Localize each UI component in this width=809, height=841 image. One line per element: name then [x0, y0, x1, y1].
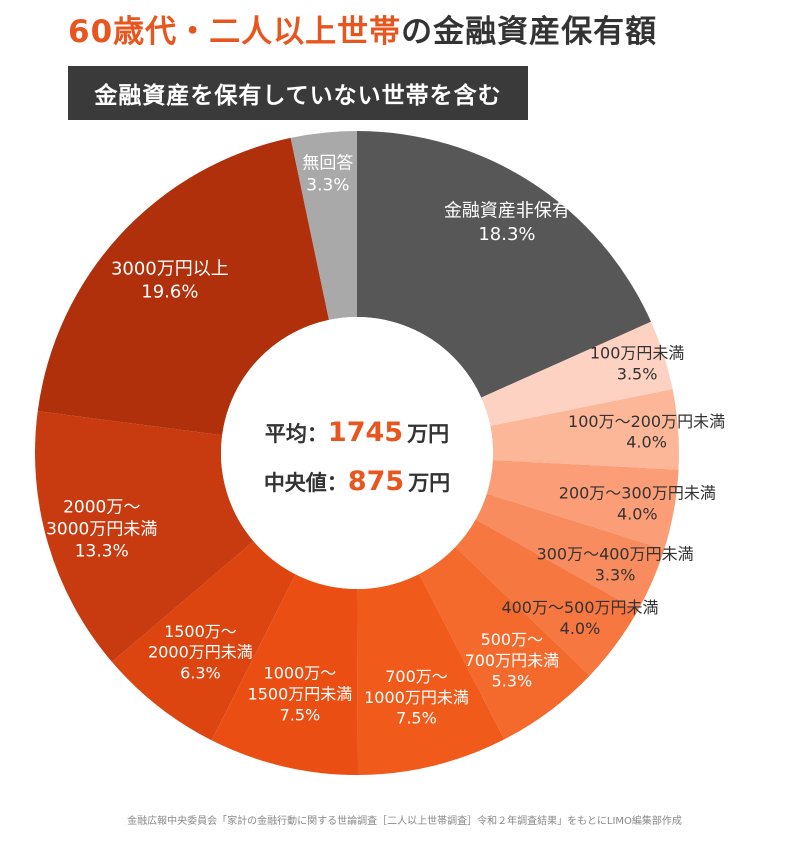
slice-labels: 金融資産非保有 18.3%100万円未満 3.5%100万～200万円未満 4.0%2… — [46, 153, 725, 727]
slice-name-11: 3000万円以上 — [111, 258, 229, 279]
slice-name-6: 700万円未満 — [465, 651, 560, 670]
slice-name-7: 700万～ — [385, 667, 448, 686]
title-accent: 60歳代・二人以上世帯 — [68, 14, 402, 50]
slice-name-4: 300万～400万円未満 — [537, 545, 694, 564]
slice-label-10: 2000万～ 3000万円未満 13.3% — [46, 497, 157, 561]
slice-name-1: 100万円未満 — [590, 344, 685, 363]
center-summary: 平均：1745 万円 中央値：875 万円 — [264, 417, 450, 497]
average-unit: 万円 — [406, 422, 449, 446]
slice-value-6: 5.3% — [492, 672, 533, 691]
slice-11 — [37, 137, 329, 436]
slice-9 — [111, 541, 296, 741]
title-rest: の金融資産保有額 — [401, 14, 658, 50]
slice-8 — [211, 574, 359, 775]
slice-name-9: 1500万～ — [164, 622, 237, 641]
median-line: 中央値：875 万円 — [264, 466, 450, 497]
average-label: 平均： — [265, 422, 328, 446]
slice-name-10: 3000万円未満 — [46, 519, 157, 539]
condition-badge: 金融資産を保有していない世帯を含む — [68, 66, 528, 120]
slice-name-12: 無回答 — [302, 153, 353, 173]
slice-6 — [419, 546, 590, 740]
slice-label-11: 3000万円以上 19.6% — [111, 258, 229, 302]
slice-7 — [357, 573, 505, 775]
slice-name-5: 400万～500万円未満 — [501, 598, 658, 617]
slice-value-5: 4.0% — [560, 619, 601, 638]
slice-label-9: 1500万～ 2000万円未満 6.3% — [148, 622, 253, 683]
slice-value-8: 7.5% — [280, 705, 321, 724]
slice-value-3: 4.0% — [617, 504, 658, 523]
slice-label-3: 200万～300万円未満 4.0% — [559, 484, 716, 524]
slice-name-3: 200万～300万円未満 — [559, 484, 716, 503]
slice-label-8: 1000万～ 1500万円未満 7.5% — [248, 664, 353, 725]
slice-value-4: 3.3% — [595, 565, 636, 584]
slice-label-1: 100万円未満 3.5% — [590, 344, 685, 384]
slice-value-12: 3.3% — [306, 175, 349, 195]
slice-label-5: 400万～500万円未満 4.0% — [501, 598, 658, 638]
median-label: 中央値： — [264, 471, 348, 495]
slice-name-8: 1000万～ — [264, 664, 337, 683]
donut-slices — [35, 131, 680, 775]
slice-value-9: 6.3% — [180, 663, 221, 682]
slice-label-2: 100万～200万円未満 4.0% — [568, 412, 725, 452]
slice-label-4: 300万～400万円未満 3.3% — [537, 545, 694, 585]
slice-10 — [35, 411, 254, 662]
slice-name-7: 1000万円未満 — [364, 688, 469, 707]
slice-12 — [290, 131, 357, 320]
slice-1 — [481, 321, 673, 427]
slice-name-8: 1500万円未満 — [248, 685, 353, 704]
slice-value-10: 13.3% — [75, 542, 129, 562]
median-unit: 万円 — [407, 471, 450, 495]
slice-name-0: 金融資産非保有 — [444, 200, 570, 221]
average-line: 平均：1745 万円 — [265, 417, 449, 448]
slice-value-1: 3.5% — [617, 364, 658, 383]
average-value: 1745 — [328, 417, 403, 448]
slice-label-0: 金融資産非保有 18.3% — [444, 200, 570, 244]
slice-4 — [475, 493, 665, 611]
slice-name-10: 2000万～ — [63, 497, 140, 517]
donut-hole — [221, 317, 493, 589]
slice-label-12: 無回答 3.3% — [302, 153, 353, 195]
slice-3 — [486, 460, 679, 550]
slice-value-0: 18.3% — [478, 224, 535, 245]
slice-name-2: 100万～200万円未満 — [568, 412, 725, 431]
slice-value-11: 19.6% — [141, 282, 198, 303]
slice-value-7: 7.5% — [396, 709, 437, 728]
chart-title: 60歳代・二人以上世帯の金融資産保有額 — [68, 6, 657, 51]
slice-5 — [455, 519, 638, 676]
source-note: 金融広報中央委員会「家計の金融行動に関する世論調査［二人以上世帯調査］令和２年調… — [127, 816, 682, 827]
donut-chart: 金融資産非保有 18.3%100万円未満 3.5%100万～200万円未満 4.0%2… — [35, 131, 725, 775]
slice-label-6: 500万～ 700万円未満 5.3% — [465, 630, 560, 691]
slice-2 — [490, 389, 680, 470]
median-value: 875 — [348, 466, 404, 497]
slice-value-2: 4.0% — [626, 433, 667, 452]
slice-name-9: 2000万円未満 — [148, 643, 253, 662]
slice-0 — [357, 131, 652, 398]
slice-label-7: 700万～ 1000万円未満 7.5% — [364, 667, 469, 728]
slice-name-6: 500万～ — [481, 630, 544, 649]
